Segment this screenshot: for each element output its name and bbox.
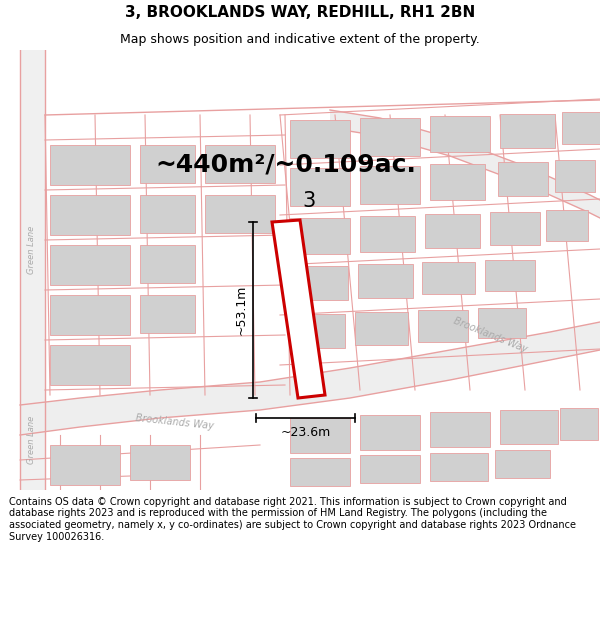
Polygon shape [500, 114, 555, 148]
Polygon shape [498, 162, 548, 196]
Polygon shape [140, 295, 195, 333]
Polygon shape [272, 220, 325, 398]
Polygon shape [555, 160, 595, 192]
Polygon shape [50, 295, 130, 335]
Polygon shape [546, 210, 588, 241]
Polygon shape [422, 262, 475, 294]
Polygon shape [205, 195, 275, 233]
Polygon shape [430, 453, 488, 481]
Polygon shape [140, 245, 195, 283]
Polygon shape [418, 310, 468, 342]
Polygon shape [430, 164, 485, 200]
Polygon shape [430, 116, 490, 152]
Polygon shape [360, 415, 420, 450]
Polygon shape [50, 445, 120, 485]
Polygon shape [205, 145, 275, 183]
Text: 3: 3 [302, 191, 316, 211]
Text: Brooklands Way: Brooklands Way [136, 413, 215, 431]
Text: ~440m²/~0.109ac.: ~440m²/~0.109ac. [155, 153, 416, 177]
Polygon shape [140, 195, 195, 233]
Polygon shape [290, 418, 350, 453]
Polygon shape [360, 166, 420, 204]
Polygon shape [290, 458, 350, 486]
Text: Brooklands Way: Brooklands Way [452, 316, 529, 354]
Polygon shape [130, 445, 190, 480]
Text: Green Lane: Green Lane [28, 416, 37, 464]
Polygon shape [490, 212, 540, 245]
Polygon shape [140, 145, 195, 183]
Polygon shape [360, 118, 420, 156]
Polygon shape [562, 112, 600, 144]
Polygon shape [495, 450, 550, 478]
Polygon shape [290, 168, 350, 206]
Polygon shape [355, 312, 408, 345]
Polygon shape [358, 264, 413, 298]
Text: ~53.1m: ~53.1m [235, 285, 248, 335]
Text: 3, BROOKLANDS WAY, REDHILL, RH1 2BN: 3, BROOKLANDS WAY, REDHILL, RH1 2BN [125, 5, 475, 20]
Polygon shape [20, 50, 45, 490]
Polygon shape [360, 455, 420, 483]
Polygon shape [330, 110, 600, 218]
Polygon shape [20, 322, 600, 435]
Polygon shape [360, 216, 415, 252]
Polygon shape [290, 266, 348, 300]
Polygon shape [478, 308, 526, 338]
Polygon shape [485, 260, 535, 291]
Polygon shape [500, 410, 558, 444]
Polygon shape [560, 408, 598, 440]
Polygon shape [50, 145, 130, 185]
Polygon shape [290, 120, 350, 158]
Text: Green Lane: Green Lane [28, 226, 37, 274]
Text: Contains OS data © Crown copyright and database right 2021. This information is : Contains OS data © Crown copyright and d… [9, 497, 576, 541]
Polygon shape [50, 345, 130, 385]
Polygon shape [50, 195, 130, 235]
Text: Map shows position and indicative extent of the property.: Map shows position and indicative extent… [120, 34, 480, 46]
Polygon shape [50, 245, 130, 285]
Polygon shape [290, 314, 345, 348]
Text: ~23.6m: ~23.6m [280, 426, 331, 439]
Polygon shape [430, 412, 490, 447]
Polygon shape [290, 218, 350, 254]
Polygon shape [425, 214, 480, 248]
